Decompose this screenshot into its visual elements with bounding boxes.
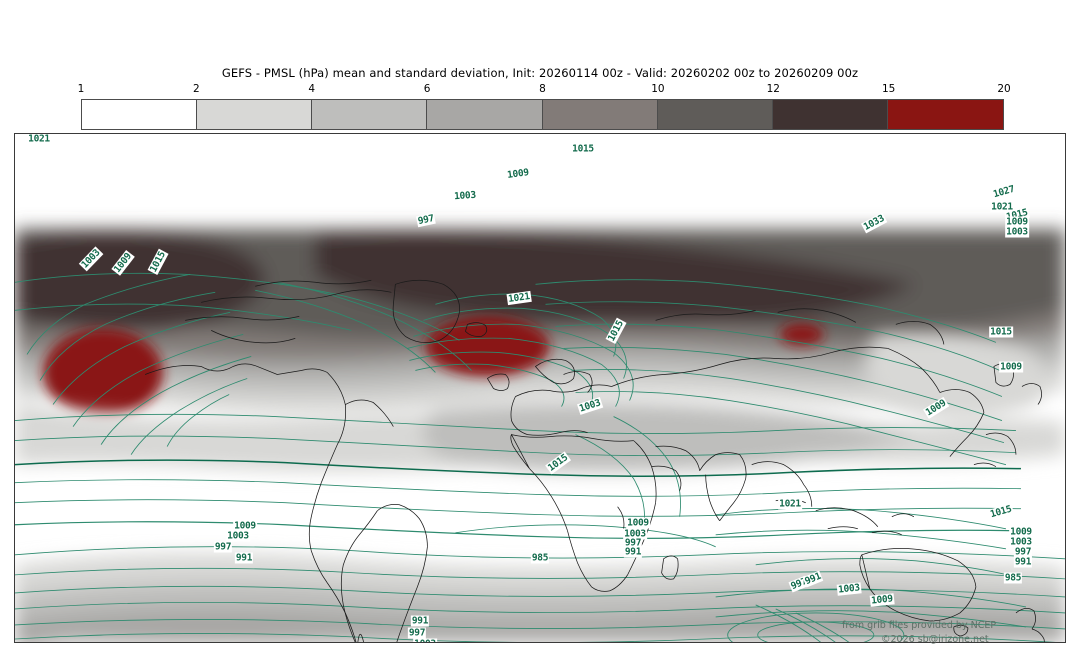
isobar-label-1021: 1021 [990,201,1014,213]
colorbar-segment-8-10 [542,100,658,129]
page-title: GEFS - PMSL (hPa) mean and standard devi… [221,66,859,80]
colorbar-segment-1-2 [82,100,198,129]
colorbar-tick-4: 4 [308,83,316,95]
isobar-label-991: 991 [1013,556,1033,568]
isobar-label-997: 997 [213,541,233,553]
isobar-label-985: 985 [1003,572,1023,584]
isobar-label-1003: 1003 [413,638,437,642]
colorbar-tick-6: 6 [423,83,431,95]
isobar-label-1003: 1003 [226,530,250,542]
isobar-label-991: 991 [410,615,430,627]
isobar-label-1021: 1021 [778,498,802,510]
colorbar-tick-2: 2 [193,83,200,95]
attribution-source: from grib files provided by NCEP [842,620,997,631]
colorbar-segment-12-15 [772,100,888,129]
colorbar-tick-20: 20 [997,83,1011,95]
colorbar-tick-labels: 1 2 4 6 8 10 12 15 20 [77,83,1011,97]
colorbar-segment-6-8 [427,100,543,129]
isobar-label-1021: 1021 [27,133,51,145]
isobar-label-1003: 1003 [1005,226,1029,238]
colorbar-segment-10-12 [657,100,773,129]
isobar-label-1009: 1009 [233,520,257,532]
colorbar-tick-12: 12 [766,83,780,95]
isobar-label-1009: 1009 [1009,526,1033,538]
isobar-label-991: 991 [623,546,643,558]
isobar-label-1015: 1015 [571,143,595,155]
isobar-label-991: 991 [234,552,254,564]
isobar-label-997: 997 [1013,546,1033,558]
colorbar: 1 2 4 6 8 10 12 15 20 [78,83,1011,130]
colorbar-tick-10: 10 [651,83,665,95]
isobar-label-1009: 1009 [999,361,1023,373]
map-canvas [15,134,1065,642]
colorbar-tick-8: 8 [539,83,546,95]
colorbar-gradient [81,99,1004,130]
isobar-contours [15,272,1065,642]
isobar-label-1003: 1003 [452,189,478,203]
isobar-label-1003: 1003 [1009,536,1033,548]
stddev-max-centers [43,316,824,417]
isobar-label-1015: 1015 [989,326,1013,338]
isobar-label-1003: 1003 [623,528,647,540]
isobar-label-985: 985 [530,552,550,564]
colorbar-segment-2-4 [197,100,313,129]
isobar-label-997: 997 [407,627,427,639]
isobar-label-1009: 1009 [1005,216,1029,228]
colorbar-segment-15-20 [887,100,1003,129]
isobar-label-997: 997 [623,537,643,549]
isobar-label-1009: 1009 [626,517,650,529]
colorbar-tick-15: 15 [881,83,896,95]
stddev-shading-south [15,553,1065,642]
colorbar-segment-4-6 [312,100,428,129]
attribution-copyright: ©2026 sb@irizone.net [881,634,989,645]
coastlines [144,279,1045,642]
map-panel[interactable]: 1021 1003 1009 1015 1015 1009 1003 997 1033 1027 1… [14,133,1066,643]
colorbar-tick-1: 1 [77,83,85,95]
